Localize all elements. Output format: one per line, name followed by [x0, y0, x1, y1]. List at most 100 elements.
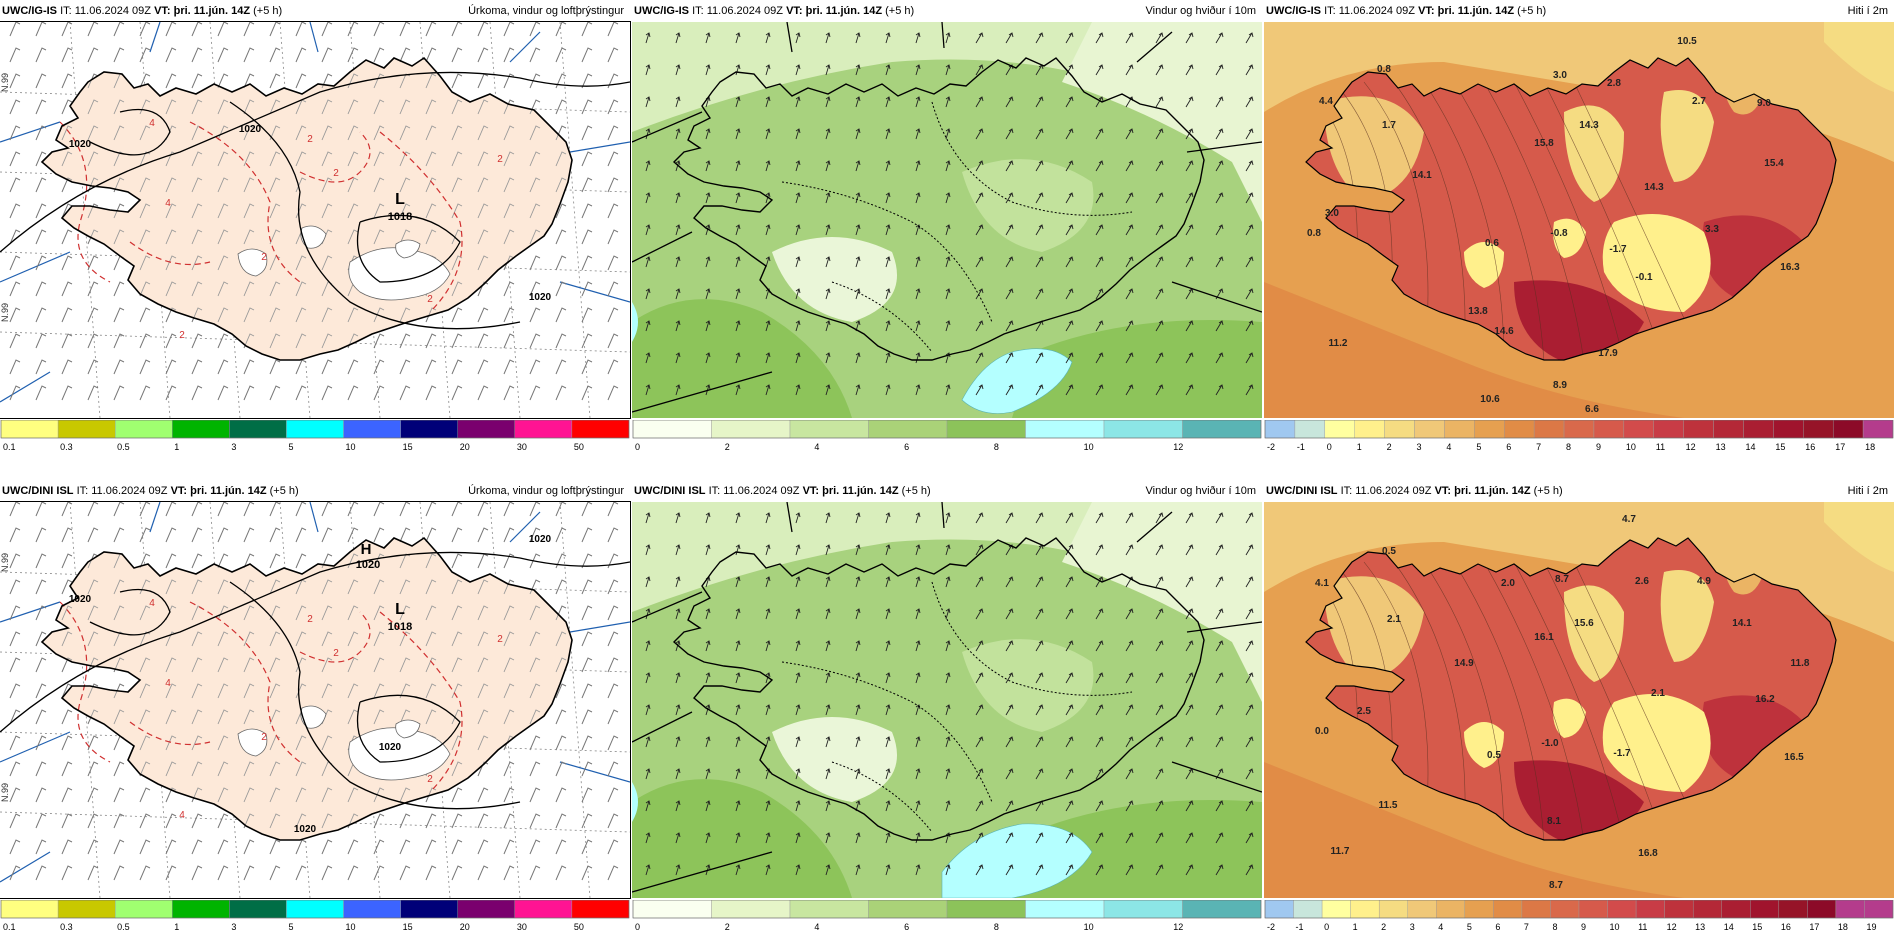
- colorbar-tick-label: 5: [288, 922, 293, 932]
- colorbar-tick-label: 17: [1835, 442, 1845, 452]
- temperature-value: 2.7: [1692, 96, 1706, 107]
- pressure-label: H: [361, 541, 372, 558]
- colorbar-swatch: [1264, 420, 1296, 439]
- precip-contour-label: 2: [307, 614, 313, 625]
- colorbar-tick-label: 0: [635, 922, 640, 932]
- temperature-value: 8.1: [1547, 816, 1561, 827]
- pressure-label: 1020: [69, 594, 92, 605]
- temperature-value: 2.1: [1651, 688, 1665, 699]
- vt-label: VT:: [154, 5, 171, 17]
- colorbar-tick-label: 18: [1838, 922, 1848, 932]
- panel-row1-wind: UWC/IG-IS IT: 11.06.2024 09Z VT: þri. 11…: [632, 0, 1262, 460]
- colorbar-swatch: [1294, 420, 1326, 439]
- colorbar-swatch: [1025, 420, 1105, 439]
- colorbar-tick-label: 20: [460, 442, 470, 452]
- colorbar-swatch: [1414, 420, 1445, 439]
- it-value: 11.06.2024 09Z: [1338, 5, 1415, 17]
- precip-contour-label: 4: [149, 118, 155, 129]
- colorbar-swatch: [711, 420, 791, 439]
- temperature-value: 4.4: [1319, 96, 1333, 107]
- isobars: [0, 71, 630, 330]
- colorbar-swatch: [1025, 900, 1105, 919]
- coastline: [1305, 537, 1837, 841]
- colorbar-tick-label: -2: [1267, 442, 1275, 452]
- colorbar-tick-label: 0: [1324, 922, 1329, 932]
- it-label: IT:: [1324, 5, 1336, 17]
- vt-label: VT:: [1434, 485, 1452, 497]
- temperature-value: 4.7: [1622, 514, 1636, 525]
- colorbar-swatch: [946, 420, 1026, 439]
- temperature-value: 16.3: [1780, 262, 1800, 273]
- colorbar-tick-label: 11: [1638, 922, 1647, 932]
- colorbar-tick-label: 4: [1438, 922, 1443, 932]
- colorbar-swatch: [1407, 900, 1437, 919]
- colorbar-swatch: [1324, 420, 1355, 439]
- vt-value: þri. 11.jún. 14Z: [1437, 5, 1515, 17]
- isobars: [0, 551, 630, 810]
- temperature-value: 14.6: [1494, 326, 1514, 337]
- precip-contour-label: 2: [333, 648, 339, 659]
- latitude-label: N.99: [0, 553, 10, 572]
- temperature-value: 1.7: [1382, 120, 1396, 131]
- blue-boundary-lines: [0, 22, 630, 403]
- precip-contour-label: 2: [427, 774, 433, 785]
- colorbar-swatch: [1350, 900, 1380, 919]
- colorbar-tick-label: 0.1: [3, 442, 16, 452]
- colorbar-tick-label: 3: [1410, 922, 1415, 932]
- panel-info: UWC/IG-IS IT: 11.06.2024 09Z VT: þri. 11…: [634, 0, 914, 22]
- colorbar-swatch: [1474, 420, 1505, 439]
- panel-info: UWC/DINI ISL IT: 11.06.2024 09Z VT: þri.…: [634, 480, 931, 502]
- colorbar-swatch: [1378, 900, 1408, 919]
- temp-map: 10.5 0.8 4.4 3.0 2.8 2.7 9.0 1.7 14.3 15.8 15.4 14.…: [1264, 22, 1894, 418]
- colorbar-tick-label: 5: [1476, 442, 1481, 452]
- temperature-value: 2.5: [1357, 706, 1371, 717]
- temperature-value: 11.2: [1329, 338, 1348, 349]
- colorbar-tick-label: 0.1: [3, 922, 16, 932]
- colorbar-swatch: [711, 900, 791, 919]
- temperature-value: 2.0: [1501, 578, 1515, 589]
- colorbar-swatch: [868, 420, 948, 439]
- colorbar-swatch: [1692, 900, 1722, 919]
- colorbar-swatch: [1721, 900, 1751, 919]
- temperature-value: 0.8: [1307, 228, 1321, 239]
- latitude-label: N.99: [0, 783, 10, 802]
- colorbar-swatch: [1835, 900, 1865, 919]
- pressure-label: 1020: [69, 139, 92, 150]
- colorbar-swatch: [632, 420, 712, 439]
- colorbar-tick-label: 5: [288, 442, 293, 452]
- colorbar-swatch: [400, 900, 458, 919]
- colorbar-tick-label: 9: [1596, 442, 1601, 452]
- colorbar-swatch: [457, 420, 516, 439]
- colorbar-tick-label: 20: [460, 922, 470, 932]
- colorbar-swatch: [1653, 420, 1684, 439]
- colorbar-tick-label: 17: [1809, 922, 1819, 932]
- temperature-value: 11.7: [1331, 846, 1350, 857]
- colorbar-tick-label: 4: [1446, 442, 1451, 452]
- colorbar-swatch: [514, 900, 573, 919]
- panel-row1-temp: UWC/IG-IS IT: 11.06.2024 09Z VT: þri. 11…: [1264, 0, 1894, 460]
- colorbar-tick-label: 2: [725, 922, 730, 932]
- vt-value: þri. 11.jún. 14Z: [173, 5, 251, 17]
- vt-value: þri. 11.jún. 14Z: [1454, 485, 1531, 497]
- temp-map: 4.7 0.5 4.1 2.0 8.7 2.6 4.9 2.1 15.6 16.1 14.1 14.9…: [1264, 502, 1894, 898]
- coastline: [40, 56, 573, 361]
- precip-contour-label: 4: [149, 598, 155, 609]
- vt-value: þri. 11.jún. 14Z: [190, 485, 267, 497]
- colorbar-tick-label: 12: [1173, 442, 1183, 452]
- colorbar-tick-label: 10: [1610, 922, 1620, 932]
- colorbar-swatch: [286, 900, 344, 919]
- colorbar-swatch: [789, 420, 869, 439]
- colorbar-swatch: [343, 420, 401, 439]
- colorbar-swatch: [1635, 900, 1665, 919]
- colorbar-tick-label: 0.5: [117, 442, 130, 452]
- colorbar-tick-label: 11: [1656, 442, 1665, 452]
- colorbar-swatch: [1103, 420, 1183, 439]
- colorbar-tick-label: -1: [1297, 442, 1305, 452]
- wind-speed-field: [632, 22, 1262, 418]
- lead-time: (+5 h): [885, 5, 915, 17]
- temperature-value: -1.7: [1609, 244, 1627, 255]
- region-borders: [781, 581, 1133, 833]
- precip-map: H 1020 L 1018 1020 1020 1020 1020 4 4 2 2 2 2 4 2 N.99 N.…: [0, 501, 631, 899]
- lead-time: (+5 h): [1517, 5, 1547, 17]
- colorbar-swatch: [1321, 900, 1351, 919]
